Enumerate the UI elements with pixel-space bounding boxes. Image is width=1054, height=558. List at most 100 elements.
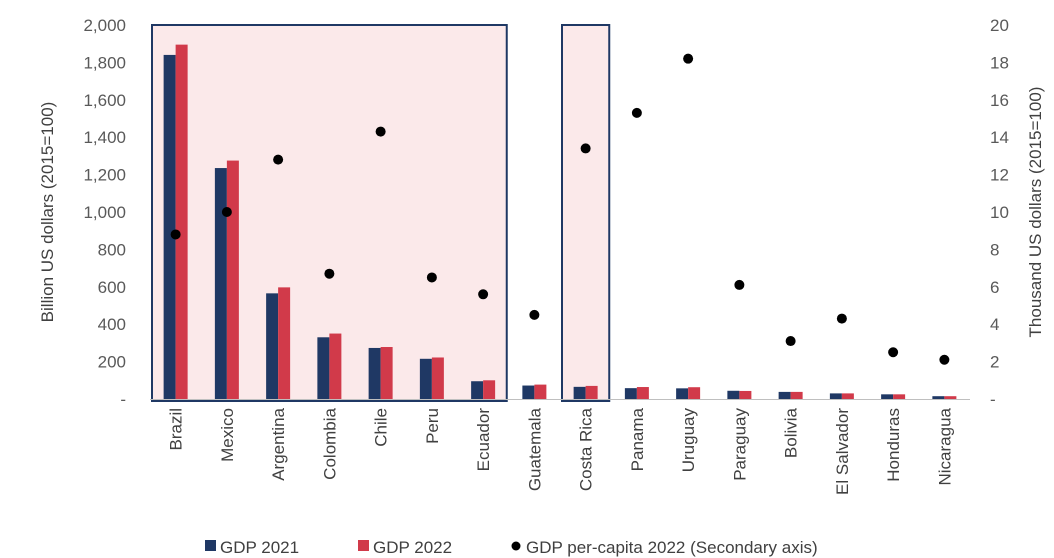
bar-gdp-2022-honduras xyxy=(893,394,906,399)
x-tick-label-argentina: Argentina xyxy=(269,407,288,480)
bar-gdp-2022-colombia xyxy=(329,333,342,399)
bar-gdp-2021-brazil xyxy=(163,54,176,400)
highlight-box-2 xyxy=(561,24,611,402)
bar-gdp-2022-bolivia xyxy=(790,391,803,399)
y-tick-label: 600 xyxy=(98,278,126,297)
bar-gdp-2022-nicaragua xyxy=(944,396,957,399)
bar-gdp-2021-mexico xyxy=(214,168,227,399)
scatter-marks xyxy=(170,53,950,365)
bar-gdp-2022-mexico xyxy=(226,160,239,399)
bar-gdp-2022-costa-rica xyxy=(585,385,598,399)
bar-gdp-2021-paraguay xyxy=(727,390,740,399)
y2-tick-label: 6 xyxy=(990,278,999,297)
bar-gdp-2021-uruguay xyxy=(676,388,689,399)
bar-gdp-2021-nicaragua xyxy=(932,396,945,399)
point-gdp-per-capita-peru xyxy=(426,272,437,283)
point-gdp-per-capita-honduras xyxy=(888,347,899,358)
bar-gdp-2022-paraguay xyxy=(739,390,752,399)
x-tick-label-panama: Panama xyxy=(628,407,647,471)
y-tick-label: - xyxy=(120,390,126,409)
bar-gdp-2022-chile xyxy=(380,347,393,399)
bar-marks xyxy=(163,44,957,400)
y2-tick-label: 14 xyxy=(990,128,1009,147)
y2-tick-label: - xyxy=(990,390,996,409)
y2-axis-title: Thousand US dollars (2015=100) xyxy=(1026,87,1045,338)
y-axis-ticks: - 200 400 600 800 1,000 1,200 1,400 1,600 1,800 2,… xyxy=(83,16,126,409)
y2-tick-label: 16 xyxy=(990,91,1009,110)
point-gdp-per-capita-ecuador xyxy=(478,289,489,300)
bar-gdp-2022-peru xyxy=(431,357,444,399)
point-gdp-per-capita-paraguay xyxy=(734,279,745,290)
point-gdp-per-capita-guatemala xyxy=(529,309,540,320)
point-gdp-per-capita-costa-rica xyxy=(580,143,591,154)
y-tick-label: 1,200 xyxy=(83,166,126,185)
y-tick-label: 1,800 xyxy=(83,53,126,72)
y2-tick-label: 10 xyxy=(990,203,1009,222)
bar-gdp-2021-bolivia xyxy=(778,391,791,399)
bar-gdp-2021-guatemala xyxy=(522,385,535,399)
point-gdp-per-capita-colombia xyxy=(324,268,335,279)
bar-gdp-2022-uruguay xyxy=(688,387,701,399)
point-gdp-per-capita-brazil xyxy=(170,229,181,240)
x-tick-label-uruguay: Uruguay xyxy=(679,408,698,473)
y-tick-label: 800 xyxy=(98,240,126,259)
legend-marker-gdp-per-capita xyxy=(511,541,521,551)
y-tick-label: 400 xyxy=(98,315,126,334)
bar-gdp-2022-guatemala xyxy=(534,384,547,399)
legend-swatch-gdp-2021 xyxy=(205,540,216,551)
x-tick-label-bolivia: Bolivia xyxy=(782,407,801,458)
y2-tick-label: 2 xyxy=(990,353,999,372)
y-tick-label: 2,000 xyxy=(83,16,126,35)
bar-gdp-2021-costa-rica xyxy=(573,386,586,399)
x-tick-label-honduras: Honduras xyxy=(884,408,903,482)
point-gdp-per-capita-el-salvador xyxy=(836,313,847,324)
point-gdp-per-capita-panama xyxy=(631,107,642,118)
category-labels: Brazil Mexico Argentina Colombia Chile Peru Ec… xyxy=(167,407,955,494)
bar-gdp-2022-el-salvador xyxy=(841,393,854,399)
bar-gdp-2021-chile xyxy=(368,347,381,399)
y-tick-label: 1,000 xyxy=(83,203,126,222)
bar-gdp-2021-honduras xyxy=(881,394,894,399)
y2-axis-ticks: - 2 4 6 8 10 12 14 16 18 20 xyxy=(990,16,1009,409)
x-tick-label-brazil: Brazil xyxy=(167,408,186,451)
x-tick-label-ecuador: Ecuador xyxy=(474,408,493,472)
point-gdp-per-capita-uruguay xyxy=(683,53,694,64)
y2-tick-label: 4 xyxy=(990,315,999,334)
point-gdp-per-capita-chile xyxy=(375,126,386,137)
y2-tick-label: 18 xyxy=(990,53,1009,72)
point-gdp-per-capita-nicaragua xyxy=(939,354,950,365)
bar-gdp-2021-colombia xyxy=(317,337,330,399)
x-tick-label-peru: Peru xyxy=(423,408,442,444)
x-tick-label-chile: Chile xyxy=(372,408,391,447)
y-tick-label: 1,600 xyxy=(83,91,126,110)
bar-gdp-2021-argentina xyxy=(266,293,279,399)
point-gdp-per-capita-argentina xyxy=(273,154,284,165)
y2-tick-label: 20 xyxy=(990,16,1009,35)
legend: GDP 2021 GDP 2022 GDP per-capita 2022 (S… xyxy=(205,538,818,557)
x-tick-label-el-salvador: El Salvador xyxy=(833,408,852,495)
bar-gdp-2021-peru xyxy=(419,358,432,399)
bar-gdp-2021-el-salvador xyxy=(829,393,842,399)
x-tick-label-colombia: Colombia xyxy=(320,407,339,479)
y2-tick-label: 12 xyxy=(990,166,1009,185)
bar-gdp-2021-ecuador xyxy=(471,381,484,399)
y-tick-label: 200 xyxy=(98,353,126,372)
y-tick-label: 1,400 xyxy=(83,128,126,147)
x-tick-label-guatemala: Guatemala xyxy=(525,407,544,491)
x-tick-label-costa-rica: Costa Rica xyxy=(577,407,596,491)
bar-gdp-2022-brazil xyxy=(175,44,188,399)
x-tick-label-nicaragua: Nicaragua xyxy=(935,407,954,485)
legend-label-gdp-2021: GDP 2021 xyxy=(220,538,299,557)
y2-tick-label: 8 xyxy=(990,240,999,259)
legend-label-gdp-2022: GDP 2022 xyxy=(373,538,452,557)
y-axis-title: Billion US dollars (2015=100) xyxy=(38,102,57,323)
x-tick-label-mexico: Mexico xyxy=(218,408,237,462)
legend-label-gdp-per-capita: GDP per-capita 2022 (Secondary axis) xyxy=(526,538,818,557)
bar-gdp-2022-panama xyxy=(636,387,649,399)
bar-gdp-2021-panama xyxy=(624,388,637,399)
x-tick-label-paraguay: Paraguay xyxy=(730,408,749,481)
point-gdp-per-capita-bolivia xyxy=(785,336,796,347)
legend-swatch-gdp-2022 xyxy=(358,540,369,551)
point-gdp-per-capita-mexico xyxy=(221,207,232,217)
